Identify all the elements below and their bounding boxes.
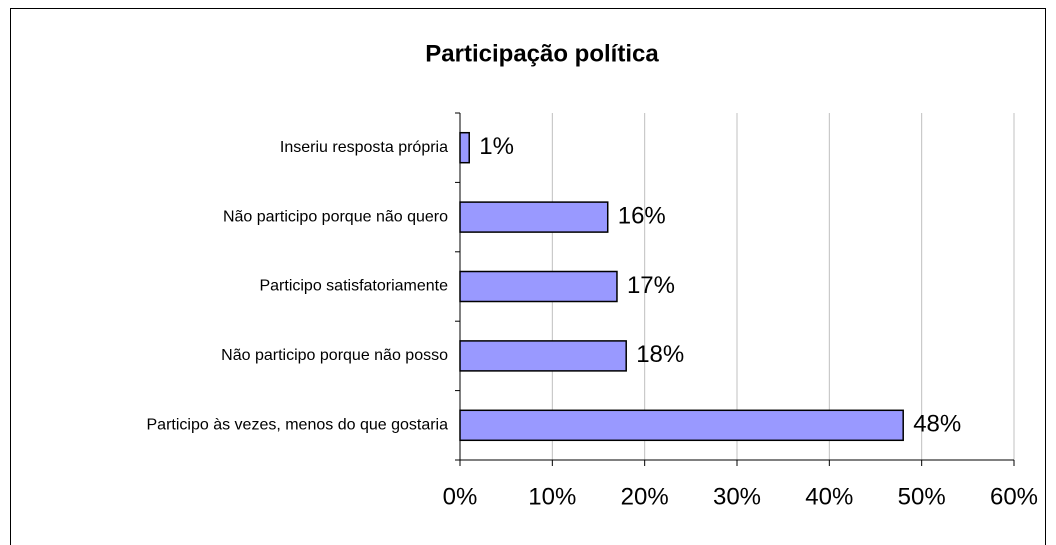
y-tick-label: Participo satisfatoriamente xyxy=(259,278,448,295)
bar xyxy=(459,201,609,233)
x-tick-label: 50% xyxy=(898,483,946,510)
value-label: 18% xyxy=(636,341,684,368)
value-label: 48% xyxy=(913,411,961,438)
x-tick-label: 40% xyxy=(805,483,853,510)
x-tick-label: 30% xyxy=(713,483,761,510)
x-tick-label: 20% xyxy=(621,483,669,510)
bar xyxy=(459,409,904,442)
bar xyxy=(459,131,470,164)
value-label: 1% xyxy=(479,133,514,160)
value-label: 16% xyxy=(618,202,666,229)
bar xyxy=(459,340,627,372)
y-tick-label: Não participo porque não quero xyxy=(223,208,448,225)
y-tick-label: Inseriu resposta própria xyxy=(280,139,448,156)
x-tick-label: 60% xyxy=(990,483,1038,510)
y-tick-label: Não participo porque não posso xyxy=(221,347,448,364)
x-tick-label: 0% xyxy=(443,483,478,510)
chart-title: Participação política xyxy=(425,40,659,67)
value-label: 17% xyxy=(627,272,675,299)
bar xyxy=(459,270,618,303)
x-tick-label: 10% xyxy=(528,483,576,510)
y-tick-label: Participo às vezes, menos do que gostari… xyxy=(147,417,449,434)
